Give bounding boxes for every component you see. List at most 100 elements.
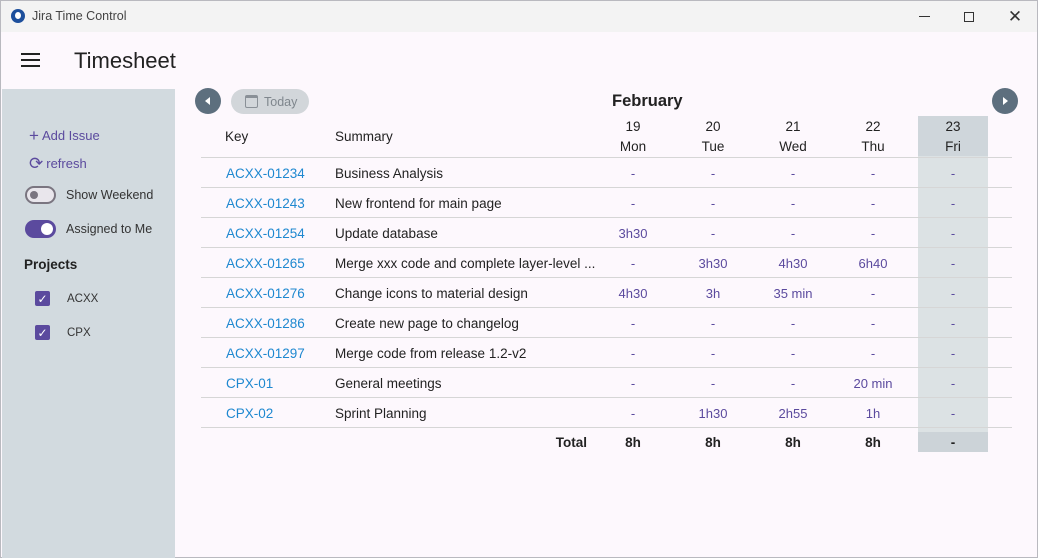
time-cell[interactable]: 1h (865, 406, 881, 421)
time-cell[interactable]: - (710, 166, 716, 181)
time-cell[interactable]: - (630, 406, 636, 421)
month-title: February (612, 92, 683, 110)
total-cell: - (950, 435, 956, 450)
show-weekend-toggle[interactable] (25, 186, 56, 204)
row-divider (201, 187, 1012, 188)
time-cell[interactable]: - (950, 166, 956, 181)
hamburger-menu-icon[interactable] (21, 53, 40, 68)
time-cell[interactable]: - (870, 226, 876, 241)
time-cell[interactable]: 4h30 (778, 256, 808, 271)
issue-summary: Sprint Planning (335, 406, 427, 421)
chevron-left-icon (205, 97, 210, 105)
time-cell[interactable]: - (630, 166, 636, 181)
project-checkbox-cpx[interactable]: ✓ CPX (35, 325, 91, 340)
row-divider (201, 367, 1012, 368)
day-weekday: Tue (701, 139, 725, 154)
refresh-button[interactable]: ⟳ refresh (29, 155, 87, 172)
issue-key-link[interactable]: ACXX-01254 (226, 226, 305, 241)
total-cell: 8h (625, 435, 641, 450)
time-cell[interactable]: - (870, 316, 876, 331)
time-cell[interactable]: - (870, 346, 876, 361)
time-cell[interactable]: - (710, 316, 716, 331)
issue-summary: Business Analysis (335, 166, 444, 181)
show-weekend-toggle-row[interactable]: Show Weekend (25, 186, 153, 204)
time-cell[interactable]: 3h (705, 286, 721, 301)
time-cell[interactable]: - (630, 256, 636, 271)
time-cell[interactable]: - (870, 286, 876, 301)
issue-key-link[interactable]: ACXX-01234 (226, 166, 305, 181)
add-issue-button[interactable]: + Add Issue (29, 127, 100, 144)
time-cell[interactable]: - (790, 196, 796, 211)
time-cell[interactable]: - (710, 226, 716, 241)
issue-summary: New frontend for main page (335, 196, 502, 211)
time-cell[interactable]: 20 min (853, 376, 893, 391)
page-title: Timesheet (74, 48, 176, 73)
row-divider (201, 337, 1012, 338)
issue-summary: Update database (335, 226, 438, 241)
time-cell[interactable]: - (950, 316, 956, 331)
close-button[interactable]: ✕ (992, 1, 1038, 32)
window-title: Jira Time Control (32, 9, 127, 23)
time-cell[interactable]: - (950, 226, 956, 241)
time-cell[interactable]: - (790, 166, 796, 181)
minimize-button[interactable] (901, 1, 947, 32)
time-cell[interactable]: - (950, 256, 956, 271)
time-cell[interactable]: - (790, 316, 796, 331)
project-checkbox-acxx[interactable]: ✓ ACXX (35, 291, 98, 306)
time-cell[interactable]: 2h55 (778, 406, 808, 421)
time-cell[interactable]: - (790, 346, 796, 361)
time-cell[interactable]: 3h30 (618, 226, 648, 241)
time-cell[interactable]: - (710, 196, 716, 211)
maximize-button[interactable] (946, 1, 992, 32)
today-label: Today (264, 94, 298, 109)
time-cell[interactable]: 4h30 (618, 286, 648, 301)
column-header-key[interactable]: Key (225, 129, 249, 144)
time-cell[interactable]: - (630, 376, 636, 391)
column-header-summary[interactable]: Summary (335, 129, 393, 144)
time-cell[interactable]: - (950, 196, 956, 211)
day-date: 19 (625, 119, 641, 134)
next-week-button[interactable] (992, 88, 1018, 114)
time-cell[interactable]: - (790, 376, 796, 391)
assigned-to-me-toggle[interactable] (25, 220, 56, 238)
day-date: 20 (705, 119, 721, 134)
time-cell[interactable]: - (630, 346, 636, 361)
today-button[interactable]: Today (231, 89, 309, 114)
time-cell[interactable]: - (790, 226, 796, 241)
time-cell[interactable]: - (950, 406, 956, 421)
time-cell[interactable]: - (630, 316, 636, 331)
checkbox-checked-icon[interactable]: ✓ (35, 291, 50, 306)
previous-week-button[interactable] (195, 88, 221, 114)
issue-key-link[interactable]: ACXX-01243 (226, 196, 305, 211)
time-cell[interactable]: - (710, 346, 716, 361)
day-header-tue: 20 Tue (678, 117, 748, 157)
time-cell[interactable]: - (950, 286, 956, 301)
issue-key-link[interactable]: ACXX-01276 (226, 286, 305, 301)
time-cell[interactable]: - (630, 196, 636, 211)
time-cell[interactable]: 3h30 (698, 256, 728, 271)
issue-key-link[interactable]: ACXX-01297 (226, 346, 305, 361)
time-cell[interactable]: - (950, 376, 956, 391)
issue-key-link[interactable]: ACXX-01286 (226, 316, 305, 331)
row-divider (201, 217, 1012, 218)
row-divider (201, 427, 1012, 428)
issue-key-link[interactable]: CPX-02 (226, 406, 274, 421)
time-cell[interactable]: - (710, 376, 716, 391)
issue-summary: Merge code from release 1.2-v2 (335, 346, 527, 361)
issue-summary: Create new page to changelog (335, 316, 519, 331)
time-cell[interactable]: 35 min (773, 286, 813, 301)
show-weekend-label: Show Weekend (66, 188, 154, 202)
time-cell[interactable]: - (870, 196, 876, 211)
issue-key-link[interactable]: ACXX-01265 (226, 256, 305, 271)
day-date: 21 (785, 119, 801, 134)
issue-key-link[interactable]: CPX-01 (226, 376, 274, 391)
refresh-icon: ⟳ (29, 154, 44, 173)
time-cell[interactable]: 1h30 (698, 406, 728, 421)
time-cell[interactable]: - (870, 166, 876, 181)
time-cell[interactable]: - (950, 346, 956, 361)
assigned-to-me-toggle-row[interactable]: Assigned to Me (25, 220, 152, 238)
time-cell[interactable]: 6h40 (858, 256, 888, 271)
checkbox-checked-icon[interactable]: ✓ (35, 325, 50, 340)
add-issue-label: Add Issue (41, 128, 100, 143)
app-logo-icon (11, 9, 25, 23)
